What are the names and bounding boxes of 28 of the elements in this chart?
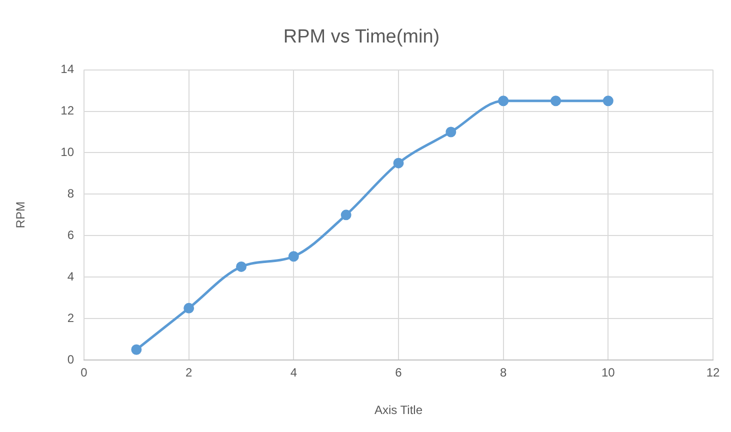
y-tick-label: 2 [67, 310, 74, 325]
y-tick-label: 0 [67, 352, 74, 366]
x-axis-title: Axis Title [374, 403, 423, 418]
x-tick-label: 12 [706, 366, 720, 380]
y-tick-label: 10 [60, 145, 74, 160]
y-tick-label: 14 [60, 62, 74, 76]
x-tick-label: 2 [185, 366, 192, 380]
y-axis-title: RPM [14, 202, 28, 228]
point [288, 251, 299, 262]
x-tick-label: 6 [395, 366, 402, 380]
point [131, 344, 142, 355]
point [446, 126, 456, 138]
y-tick-label: 12 [60, 104, 74, 118]
point [393, 158, 404, 168]
y-tick-label: 8 [67, 186, 74, 200]
x-tick-label: 0 [80, 366, 88, 380]
x-tick-label: 4 [290, 366, 298, 380]
chart-title: RPM vs Time(min) [283, 26, 440, 48]
point [184, 302, 194, 314]
y-tick-label: 6 [67, 228, 74, 242]
x-tick-label: 8 [500, 366, 507, 380]
point [602, 96, 614, 106]
point [498, 96, 509, 106]
x-tick-label: 10 [601, 366, 616, 380]
y-tick-label: 4 [67, 269, 74, 284]
point [550, 96, 561, 106]
point [340, 210, 352, 220]
point [236, 261, 246, 272]
